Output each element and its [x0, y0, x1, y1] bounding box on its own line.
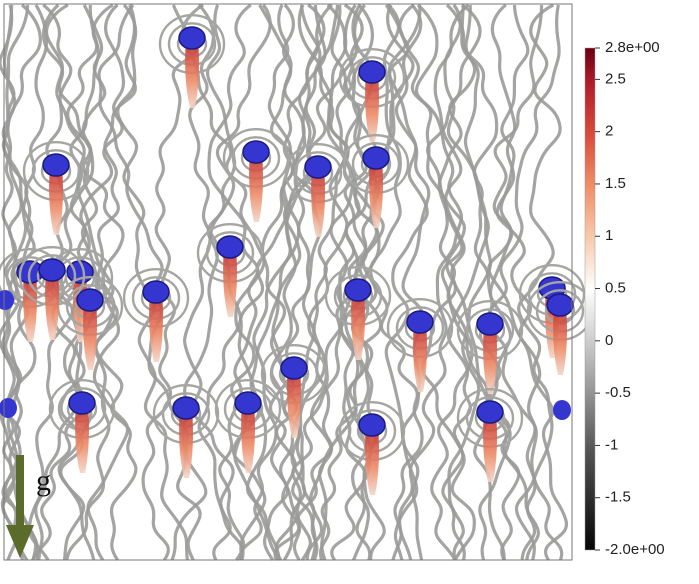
plume [185, 38, 199, 108]
colorbar-tick-label: -1 [605, 436, 618, 453]
gravity-label: g [36, 464, 51, 497]
streamline [197, 3, 326, 561]
particle [68, 391, 96, 415]
particle [476, 312, 504, 336]
particle [344, 278, 372, 302]
streamline [447, 4, 493, 561]
colorbar-tick-label: -0.5 [605, 384, 631, 401]
streamline [491, 3, 564, 561]
particle [178, 26, 206, 50]
particle [546, 293, 574, 317]
streamline [207, 3, 260, 561]
streamlines [0, 3, 594, 561]
plume [49, 165, 63, 235]
colorbar [584, 47, 596, 551]
plume [249, 152, 263, 222]
colorbar-tick-label: 2 [605, 123, 613, 140]
colorbar-tick-label: -1.5 [605, 489, 631, 506]
streamline [445, 3, 512, 561]
streamline [97, 3, 208, 561]
plume [365, 72, 379, 142]
particle [216, 235, 244, 259]
plume [369, 158, 383, 228]
streamline [441, 3, 490, 561]
streamline [384, 4, 521, 561]
streamline [141, 4, 198, 561]
plume [365, 425, 379, 495]
particle [362, 146, 390, 170]
particle [358, 413, 386, 437]
colorbar-tick-label: 1.5 [605, 175, 626, 192]
particle [406, 310, 434, 334]
streamline [258, 4, 311, 561]
particle [0, 290, 14, 310]
arrow-head [6, 525, 34, 558]
particle [476, 400, 504, 424]
colorbar-tick-label: 1 [605, 227, 613, 244]
streamline [394, 3, 431, 561]
particle [76, 288, 104, 312]
domain-frame [3, 3, 573, 561]
streamline [57, 3, 125, 561]
colorbar-tick-label: 2.5 [605, 70, 626, 87]
streamline [183, 3, 272, 561]
streamline [514, 3, 562, 561]
streamline [260, 3, 319, 561]
plume [83, 300, 97, 370]
plume [75, 403, 89, 473]
colorbar-tick-label: 0 [605, 332, 613, 349]
streamline [31, 4, 107, 561]
streamline [397, 3, 464, 561]
plume [149, 292, 163, 362]
particle [280, 356, 308, 380]
colorbar-tick-label: 0.5 [605, 280, 626, 297]
plume [179, 408, 193, 478]
streamline [116, 3, 189, 561]
streamline [176, 4, 237, 561]
streamline [487, 4, 561, 561]
plume [223, 247, 237, 317]
particle [242, 140, 270, 164]
plume [287, 368, 301, 438]
particle [142, 280, 170, 304]
plume [311, 167, 325, 237]
plume [553, 305, 567, 375]
particle [172, 396, 200, 420]
streamline [66, 3, 130, 561]
streamline [487, 4, 568, 561]
colorbar-tick-label: -2.0e+00 [605, 541, 665, 558]
gravity-arrow: g [6, 455, 51, 558]
plume [483, 412, 497, 482]
plume [483, 324, 497, 394]
particle [42, 153, 70, 177]
particle [358, 60, 386, 84]
particle [553, 400, 571, 420]
plume [413, 322, 427, 392]
plume [351, 290, 365, 360]
streamline [274, 4, 350, 561]
particle [38, 258, 66, 282]
particle [304, 155, 332, 179]
plume [241, 403, 255, 473]
particle [234, 391, 262, 415]
colorbar-ticks: 2.8e+00 2.5 2 1.5 1 0.5 0 -0.5 -1 -1.5 -2.0e+00 [595, 39, 665, 558]
plume [45, 270, 59, 340]
streamline [430, 4, 477, 561]
colorbar-tick-label: 2.8e+00 [605, 39, 660, 56]
